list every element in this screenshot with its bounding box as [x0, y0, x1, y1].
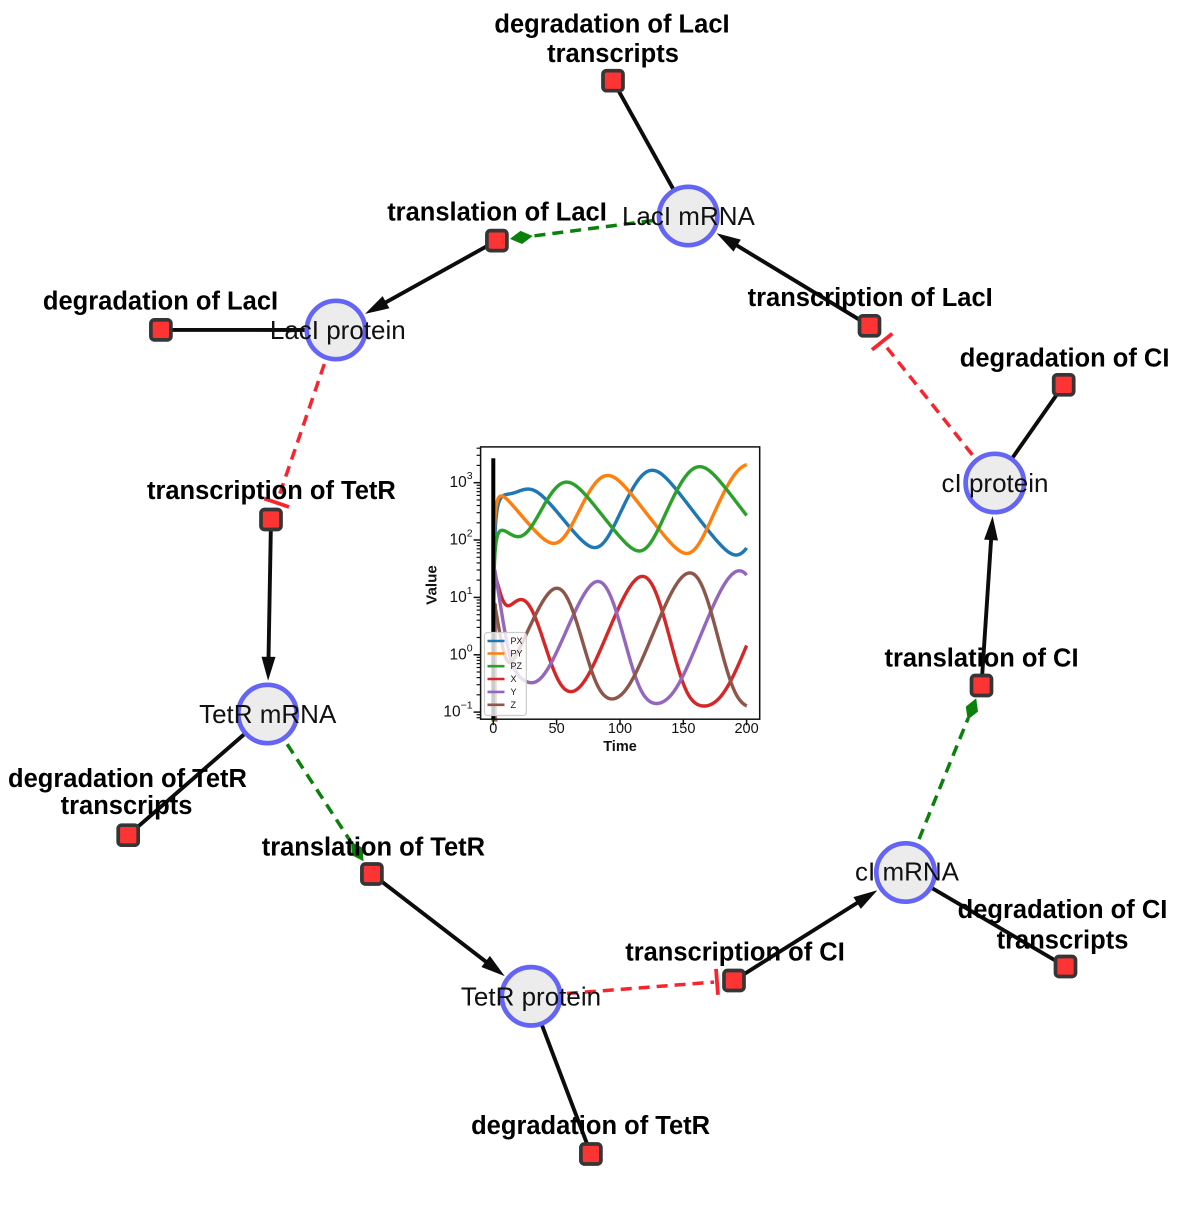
svg-text:degradation of TetR: degradation of TetR: [8, 765, 247, 793]
svg-text:transcripts: transcripts: [547, 40, 679, 68]
svg-text:transcription of LacI: transcription of LacI: [748, 284, 993, 312]
svg-text:TetR protein: TetR protein: [461, 981, 601, 1011]
svg-text:100: 100: [608, 721, 632, 737]
svg-text:transcripts: transcripts: [61, 792, 193, 820]
svg-text:Y: Y: [511, 687, 517, 697]
svg-text:transcription of TetR: transcription of TetR: [147, 477, 396, 505]
svg-text:degradation of TetR: degradation of TetR: [471, 1112, 710, 1140]
svg-text:0: 0: [489, 721, 497, 737]
svg-text:PY: PY: [511, 649, 523, 659]
svg-text:translation of CI: translation of CI: [884, 645, 1078, 673]
svg-text:translation of TetR: translation of TetR: [262, 833, 485, 861]
svg-text:PZ: PZ: [511, 661, 523, 671]
svg-text:Z: Z: [511, 700, 517, 710]
svg-text:degradation of LacI: degradation of LacI: [494, 11, 729, 39]
svg-text:translation of LacI: translation of LacI: [387, 199, 607, 227]
svg-text:Value: Value: [423, 565, 440, 605]
svg-text:degradation of CI: degradation of CI: [958, 896, 1168, 924]
svg-text:transcripts: transcripts: [997, 927, 1129, 955]
svg-text:50: 50: [549, 721, 565, 737]
svg-text:X: X: [511, 674, 517, 684]
svg-text:degradation of CI: degradation of CI: [960, 345, 1170, 373]
svg-text:cI protein: cI protein: [942, 468, 1049, 498]
svg-text:transcription of CI: transcription of CI: [625, 939, 845, 967]
svg-text:degradation of LacI: degradation of LacI: [43, 288, 278, 316]
svg-text:Time: Time: [603, 739, 637, 755]
svg-text:PX: PX: [511, 636, 523, 646]
svg-text:LacI mRNA: LacI mRNA: [622, 201, 756, 231]
svg-text:LacI protein: LacI protein: [270, 315, 406, 345]
svg-text:TetR mRNA: TetR mRNA: [199, 699, 337, 729]
svg-text:cI mRNA: cI mRNA: [855, 857, 960, 887]
svg-text:200: 200: [734, 721, 758, 737]
svg-text:150: 150: [671, 721, 695, 737]
